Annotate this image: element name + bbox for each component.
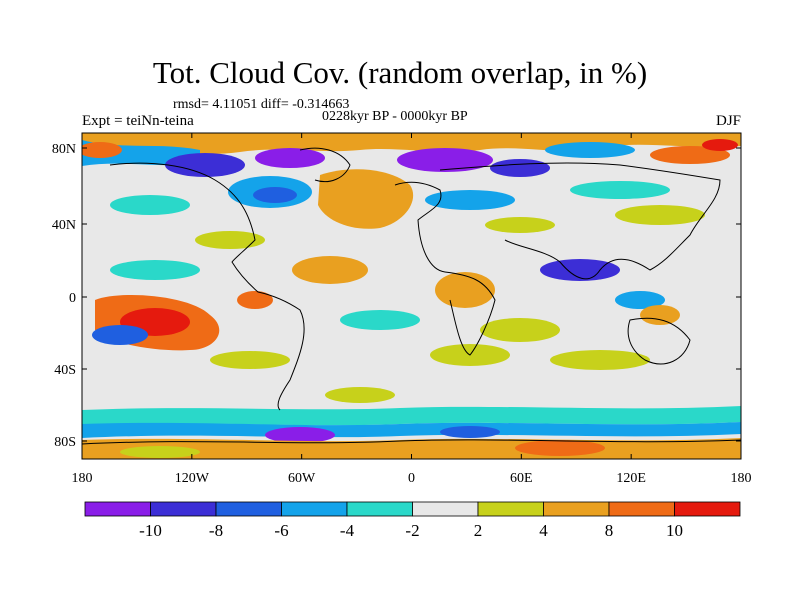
colorbar-label: -6	[274, 521, 288, 540]
colorbar-label: 8	[605, 521, 614, 540]
siberia-low	[490, 159, 550, 177]
colorbar-label: -10	[139, 521, 162, 540]
southern-teal-band	[82, 406, 741, 426]
na-blue	[253, 187, 297, 203]
atlantic-warm	[318, 169, 414, 229]
arctic-low-east	[397, 148, 493, 172]
period-label: 0228kyr BP - 0000kyr BP	[322, 109, 468, 124]
season-label: DJF	[715, 113, 741, 129]
lat-tick-label: 0	[69, 291, 76, 306]
colorbar-swatch	[150, 501, 217, 517]
mideast-yellow	[485, 217, 555, 233]
colorbar-swatch	[84, 501, 151, 517]
colorbar-swatch	[674, 501, 741, 517]
axes: 80N 40N 0 40S 80S 180 120W 60W 0 60E 120E 180	[52, 133, 752, 486]
stats-label: rmsd= 4.11051 diff= -0.314663	[173, 97, 350, 112]
indonesia-warm	[640, 305, 680, 325]
lon-tick-label: 180	[731, 471, 752, 486]
colorbar-swatch	[281, 501, 348, 517]
colorbar-swatch	[215, 501, 282, 517]
colorbar-swatch	[543, 501, 610, 517]
asia-coast	[439, 162, 721, 280]
pacific-teal-tropic	[110, 260, 200, 280]
lon-tick-label: 180	[72, 471, 93, 486]
lat-tick-label: 40N	[52, 218, 76, 233]
plot-title: Tot. Cloud Cov. (random overlap, in %)	[152, 55, 648, 90]
usa-yellow	[195, 231, 265, 249]
antarctic-yellow	[120, 446, 200, 458]
io-yellow	[480, 318, 560, 342]
arctic-red-east	[702, 139, 738, 151]
colorbar-swatch	[608, 501, 675, 517]
colorbar-label: 4	[539, 521, 548, 540]
sep-yellow	[210, 351, 290, 369]
lon-tick-label: 60E	[510, 471, 533, 486]
antarctic-blue	[440, 426, 500, 438]
colorbar-label: -8	[209, 521, 223, 540]
ssa-yellow	[325, 387, 395, 403]
maritime-cyan	[615, 291, 665, 309]
asia-teal	[570, 181, 670, 199]
amazon-orange	[237, 291, 273, 309]
australia-coast	[627, 317, 691, 365]
greenland-coast	[299, 147, 351, 183]
antarctic-low	[265, 427, 335, 443]
colorbar-label: -4	[340, 521, 355, 540]
greenland-low	[255, 148, 325, 168]
map-field	[82, 133, 741, 459]
antarctica-coast	[82, 439, 741, 445]
arctic-cyan-east	[545, 142, 635, 158]
satl-teal	[340, 310, 420, 330]
canada-low	[165, 153, 245, 177]
colorbar-label: 2	[474, 521, 483, 540]
colorbar: -10 -8 -6 -4 -2 2 4 8 10	[84, 501, 741, 540]
lon-tick-label: 0	[408, 471, 415, 486]
europe-cyan	[425, 190, 515, 210]
lon-tick-label: 120E	[616, 471, 646, 486]
southern-cyan-band	[82, 422, 741, 438]
lat-tick-label: 40S	[54, 363, 76, 378]
africa-warm	[435, 272, 495, 308]
lat-tick-label: 80N	[52, 142, 76, 157]
antarctic-orange	[515, 440, 605, 456]
lat-tick-label: 80S	[54, 435, 76, 450]
india-low	[540, 259, 620, 281]
americas-coast	[109, 162, 305, 411]
lon-tick-label: 60W	[288, 471, 316, 486]
tropical-atl-warm	[292, 256, 368, 284]
colorbar-swatch	[412, 501, 479, 517]
arctic-orange-east	[650, 146, 730, 164]
colorbar-label: -2	[405, 521, 419, 540]
coastlines	[82, 147, 741, 445]
colorbar-swatch	[346, 501, 413, 517]
sio-yellow	[550, 350, 650, 370]
bering-orange	[82, 142, 122, 158]
experiment-label: Expt = teiNn-teina	[82, 113, 194, 129]
spacific-blue	[92, 325, 148, 345]
asia-yellow	[615, 205, 705, 225]
lon-tick-label: 120W	[175, 471, 210, 486]
colorbar-swatch	[477, 501, 544, 517]
europe-africa-coast	[394, 181, 496, 356]
colorbar-label: 10	[666, 521, 683, 540]
pacific-teal-north	[110, 195, 190, 215]
